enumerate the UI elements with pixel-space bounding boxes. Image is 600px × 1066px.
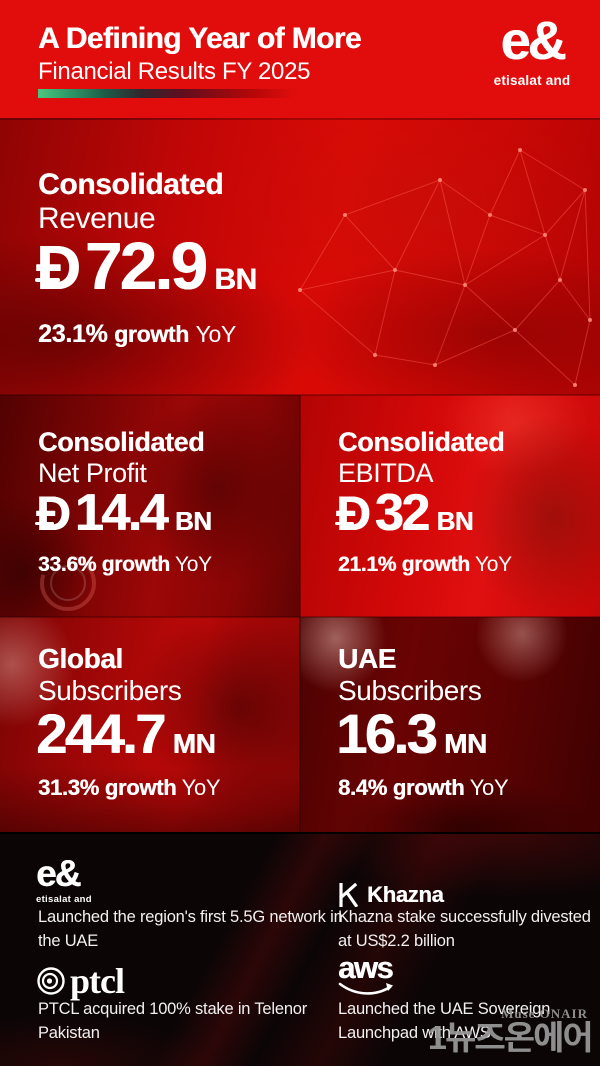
net-profit-growth-word: growth — [101, 553, 170, 576]
eand-logo-icon: e& — [500, 11, 566, 71]
revenue-value: 72.9 — [84, 229, 208, 304]
eand-logo-caption: etisalat and — [493, 73, 571, 89]
eand-logo-caption: etisalat and — [36, 894, 92, 906]
revenue-label-bold: Consolidated — [38, 168, 224, 201]
ptcl-eye-icon — [37, 967, 65, 995]
dirham-currency-icon: Đ — [34, 488, 71, 541]
uae-subscribers-growth-word: growth — [392, 775, 465, 800]
ebitda-growth-word: growth — [401, 553, 470, 576]
card-divider — [299, 617, 301, 832]
gradient-accent-bar — [38, 89, 296, 98]
ebitda-value: 32 — [374, 484, 430, 542]
aws-logo-text: aws — [338, 950, 394, 985]
uae-subscribers-unit: MN — [444, 728, 487, 759]
dirham-currency-icon: Đ — [334, 488, 371, 541]
row-divider — [0, 616, 600, 618]
ebitda-value-row: Đ 32 BN — [334, 483, 474, 543]
network-mesh-decoration — [298, 148, 592, 387]
revenue-growth-period: YoY — [195, 321, 237, 347]
net-profit-growth-value: 33.6% — [38, 553, 97, 576]
global-subscribers-value-row: 244.7 MN — [36, 701, 216, 766]
ptcl-logo: ptcl — [36, 960, 125, 1002]
eand-logo-small: e& etisalat and — [36, 853, 92, 906]
news-watermark: Muse ONAIR 1뉴즈온에어 — [427, 1006, 593, 1056]
header: A Defining Year of More Financial Result… — [0, 0, 600, 118]
eand-logo: e& etisalat and — [482, 11, 582, 89]
uae-subscribers-value-row: 16.3 MN — [336, 701, 487, 766]
uae-subscribers-growth-value: 8.4% — [338, 775, 387, 800]
uae-subscribers-growth: 8.4% growth YoY — [338, 775, 509, 801]
ebitda-growth: 21.1% growth YoY — [338, 553, 512, 577]
net-profit-label-rest: Net Profit — [38, 457, 147, 488]
dirham-currency-icon: Đ — [34, 234, 81, 303]
global-subscribers-label-bold: Global — [38, 643, 123, 674]
ebitda-unit: BN — [436, 506, 474, 536]
uae-subscribers-label-bold: UAE — [338, 643, 396, 674]
net-profit-value: 14.4 — [74, 484, 169, 542]
revenue-growth-value: 23.1% — [38, 320, 108, 348]
stat-panel-uae-subscribers: UAE Subscribers 16.3 MN 8.4% growth YoY — [300, 617, 600, 832]
global-subscribers-growth: 31.3% growth YoY — [38, 775, 221, 801]
ebitda-label-bold: Consolidated — [338, 427, 505, 457]
aws-logo: aws — [338, 950, 396, 1000]
global-subscribers-label: Global Subscribers — [38, 643, 182, 707]
revenue-growth-word: growth — [114, 321, 189, 347]
eand-logo-icon: e& — [36, 853, 81, 894]
stat-panel-global-subscribers: Global Subscribers 244.7 MN 31.3% growth… — [0, 617, 300, 832]
global-subscribers-label-rest: Subscribers — [38, 674, 182, 706]
watermark-text: 1뉴즈온에어 — [427, 1019, 593, 1056]
ebitda-label-rest: EBITDA — [338, 457, 434, 488]
revenue-unit: BN — [214, 263, 257, 296]
khazna-logo: Khazna — [338, 882, 444, 908]
highlight-ptcl-text: PTCL acquired 100% stake in Telenor Paki… — [38, 1000, 308, 1042]
revenue-label: Consolidated Revenue — [38, 168, 224, 236]
net-profit-growth: 33.6% growth YoY — [38, 553, 212, 577]
highlights-footer: e& etisalat and Launched the region's fi… — [0, 832, 600, 1066]
uae-subscribers-growth-period: YoY — [469, 775, 509, 800]
ptcl-logo-text: ptcl — [70, 961, 125, 1001]
card-divider — [299, 395, 301, 617]
highlight-khazna-text: Khazna stake successfully divested at US… — [338, 908, 591, 950]
global-subscribers-growth-period: YoY — [181, 775, 221, 800]
row-divider — [0, 394, 600, 396]
khazna-logo-text: Khazna — [367, 882, 444, 907]
global-subscribers-growth-word: growth — [104, 775, 177, 800]
khazna-k-icon — [339, 883, 359, 907]
net-profit-unit: BN — [174, 506, 212, 536]
aws-smile-icon — [338, 982, 393, 995]
highlight-etisalat-text: Launched the region's first 5.5G network… — [38, 908, 343, 950]
ebitda-growth-period: YoY — [474, 553, 512, 576]
highlight-aws-text: Launched the UAE Sovereign Launchpad wit… — [338, 1000, 551, 1042]
page-subtitle: Financial Results FY 2025 — [38, 58, 311, 85]
stat-panel-revenue: Consolidated Revenue Đ 72.9 BN 23.1% gro… — [0, 118, 600, 395]
net-profit-growth-period: YoY — [174, 553, 212, 576]
stat-panel-net-profit: Consolidated Net Profit Đ 14.4 BN 33.6% … — [0, 395, 300, 617]
revenue-label-rest: Revenue — [38, 202, 156, 236]
page-title: A Defining Year of More — [38, 22, 362, 55]
global-subscribers-value: 244.7 — [36, 702, 166, 765]
revenue-growth: 23.1% growth YoY — [38, 320, 236, 349]
net-profit-value-row: Đ 14.4 BN — [34, 483, 212, 543]
global-subscribers-unit: MN — [172, 728, 216, 759]
net-profit-label: Consolidated Net Profit — [38, 427, 205, 489]
uae-subscribers-value: 16.3 — [336, 702, 438, 765]
net-profit-label-bold: Consolidated — [38, 427, 205, 457]
uae-subscribers-label: UAE Subscribers — [338, 643, 482, 707]
watermark-brand: Muse ONAIR — [501, 1006, 588, 1021]
ebitda-growth-value: 21.1% — [338, 553, 397, 576]
stat-panel-ebitda: Consolidated EBITDA Đ 32 BN 21.1% growth… — [300, 395, 600, 617]
revenue-value-row: Đ 72.9 BN — [34, 228, 257, 305]
global-subscribers-growth-value: 31.3% — [38, 775, 99, 800]
ebitda-label: Consolidated EBITDA — [338, 427, 505, 489]
uae-subscribers-label-rest: Subscribers — [338, 674, 482, 706]
